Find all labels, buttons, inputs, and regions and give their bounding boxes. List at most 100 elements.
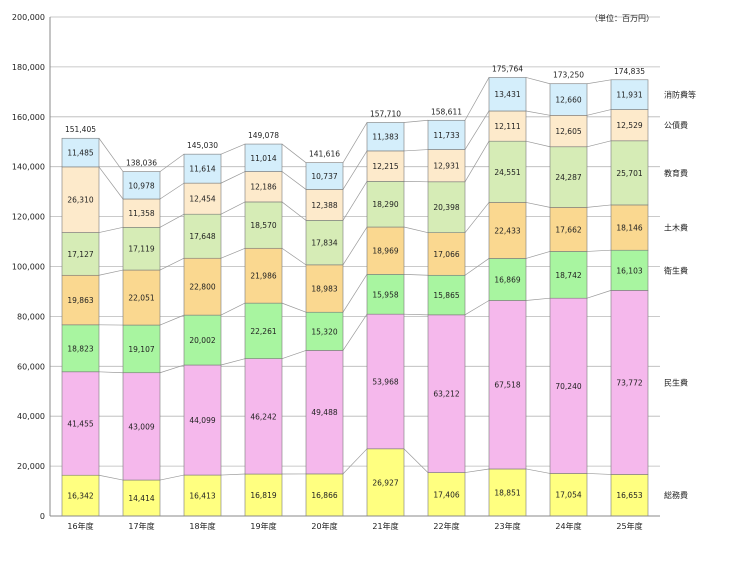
bar-value-label: 12,186 [250, 183, 276, 192]
connector-line [98, 166, 124, 200]
y-tick-label: 100,000 [12, 263, 45, 272]
bar-value-label: 53,968 [372, 377, 398, 386]
x-category-label: 20年度 [311, 521, 337, 531]
bar-segment [305, 189, 344, 221]
legend-label: 消防費等 [664, 90, 696, 100]
bar-value-label: 24,287 [555, 173, 581, 182]
bar-segment [305, 311, 344, 351]
connector-line [586, 79, 612, 85]
bar-total-label: 149,078 [248, 131, 279, 140]
bar-value-label: 46,242 [250, 412, 276, 421]
connector-line [159, 182, 185, 200]
bar-segment [183, 153, 222, 184]
bar-value-label: 18,823 [67, 344, 93, 353]
bar-segment [183, 213, 222, 259]
bar-value-label: 11,733 [433, 131, 459, 140]
bar-segment [122, 227, 161, 271]
y-tick-label: 180,000 [12, 63, 45, 72]
bar-value-label: 70,240 [555, 382, 581, 391]
connector-line [464, 141, 490, 182]
x-category-label: 16年度 [67, 521, 93, 531]
bar-value-label: 21,986 [250, 272, 276, 281]
bar-total-label: 151,405 [65, 125, 96, 134]
connector-line [159, 314, 185, 326]
y-tick-label: 140,000 [12, 163, 45, 172]
connector-line [464, 468, 490, 473]
connector-line [281, 350, 307, 359]
connector-line [464, 258, 490, 276]
bar-segment [244, 473, 283, 517]
bar-value-label: 67,518 [494, 381, 520, 390]
connector-line [98, 474, 124, 481]
y-tick-label: 20,000 [17, 462, 45, 471]
bar-value-label: 16,413 [189, 492, 215, 501]
connector-line [98, 371, 124, 374]
bar-value-label: 26,310 [67, 196, 93, 205]
bar-segment [366, 150, 405, 182]
connector-line [281, 171, 307, 190]
bar-value-label: 16,103 [616, 266, 642, 275]
connector-line [342, 181, 368, 221]
bar-value-label: 11,485 [67, 149, 93, 158]
bar-total-label: 175,764 [492, 64, 523, 73]
bar-value-label: 22,800 [189, 283, 215, 292]
connector-line [525, 297, 551, 301]
bar-segment [366, 226, 405, 275]
x-category-label: 23年度 [494, 521, 520, 531]
bar-value-label: 11,358 [128, 209, 154, 218]
bar-value-label: 12,388 [311, 201, 337, 210]
connector-line [586, 290, 612, 299]
bar-value-label: 22,261 [250, 327, 276, 336]
bar-total-label: 174,835 [614, 67, 645, 76]
bar-segment [61, 137, 100, 168]
connector-line [464, 300, 490, 316]
bar-value-label: 12,215 [372, 162, 398, 171]
y-tick-label: 80,000 [17, 312, 45, 321]
x-category-label: 21年度 [372, 521, 398, 531]
connector-line [220, 247, 246, 259]
bar-value-label: 12,660 [555, 96, 581, 105]
bar-value-label: 43,009 [128, 422, 154, 431]
bar-value-label: 18,570 [250, 221, 276, 230]
bar-segment [610, 290, 649, 475]
bar-value-label: 12,529 [616, 121, 642, 130]
connector-line [464, 110, 490, 150]
y-tick-label: 0 [40, 512, 45, 521]
y-tick-label: 40,000 [17, 412, 45, 421]
bar-value-label: 16,869 [494, 275, 520, 284]
bar-value-label: 49,488 [311, 408, 337, 417]
bar-segment [183, 257, 222, 316]
bar-value-label: 16,866 [311, 491, 337, 500]
connector-line [586, 109, 612, 116]
connector-line [220, 201, 246, 215]
bar-value-label: 17,127 [67, 250, 93, 259]
bar-segment [244, 302, 283, 359]
bar-value-label: 73,772 [616, 378, 642, 387]
bar-value-label: 16,819 [250, 491, 276, 500]
connector-line [525, 140, 551, 148]
connector-line [159, 153, 185, 172]
bar-value-label: 17,662 [555, 225, 581, 234]
connector-line [281, 247, 307, 266]
bar-total-label: 145,030 [187, 141, 218, 150]
connector-line [586, 204, 612, 208]
bar-segment [549, 297, 588, 474]
bar-segment [488, 77, 527, 112]
bar-segment [61, 371, 100, 476]
bar-value-label: 15,865 [433, 291, 459, 300]
bar-total-label: 157,710 [370, 110, 401, 119]
series-connector-lines [98, 77, 612, 481]
connector-line [98, 226, 124, 233]
connector-line [342, 448, 368, 475]
bar-value-label: 26,927 [372, 478, 398, 487]
x-category-label: 17年度 [128, 521, 154, 531]
bar-segment [427, 181, 466, 233]
connector-line [220, 143, 246, 155]
connector-line [159, 474, 185, 481]
bar-segment [610, 249, 649, 291]
bar-value-label: 41,455 [67, 420, 93, 429]
bar-value-label: 11,931 [616, 91, 642, 100]
connector-line [220, 358, 246, 366]
bar-segment [305, 162, 344, 190]
